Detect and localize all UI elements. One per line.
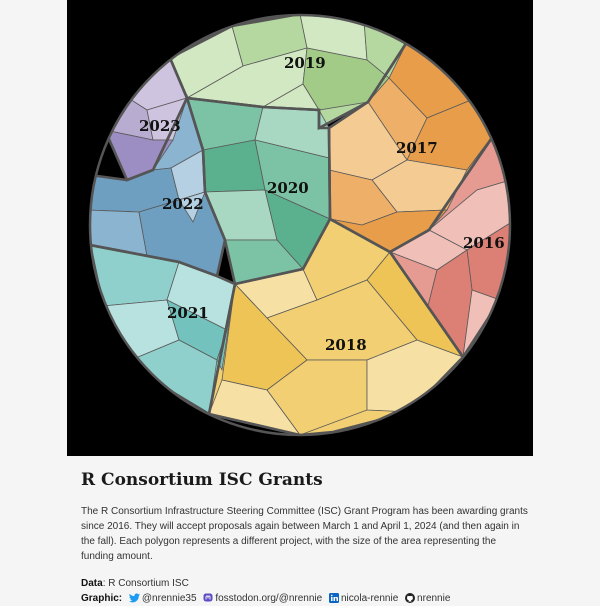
- github-icon: [405, 593, 416, 603]
- voronoi-cells: [90, 15, 510, 435]
- linkedin-icon: [329, 593, 339, 603]
- region-label-2021: 2021: [167, 304, 209, 322]
- caption: R Consortium ISC Grants The R Consortium…: [81, 470, 531, 606]
- region-label-2020: 2020: [267, 179, 309, 197]
- mastodon-handle: fosstodon.org/@nrennie: [215, 593, 323, 604]
- region-label-2016: 2016: [463, 234, 505, 252]
- data-source-label: Data: [81, 578, 103, 589]
- linkedin-handle: nicola-rennie: [341, 593, 399, 604]
- project-cell-2022-6: [178, 191, 206, 223]
- region-label-2017: 2017: [396, 139, 438, 157]
- graphic-credit-line: Graphic: @nrennie35 fosstodon.org/@nrenn…: [81, 591, 531, 606]
- voronoi-chart: 2019 2017 2023 2020 2022 2016 2021 2018: [88, 13, 512, 437]
- twitter-icon: [128, 593, 140, 603]
- chart-panel: 2019 2017 2023 2020 2022 2016 2021 2018: [67, 0, 533, 456]
- region-label-2019: 2019: [284, 54, 326, 72]
- github-handle: nrennie: [417, 593, 451, 604]
- twitter-handle: @nrennie35: [141, 593, 197, 604]
- mastodon-icon: [203, 593, 213, 602]
- region-label-2022: 2022: [162, 195, 204, 213]
- data-source-value: : R Consortium ISC: [102, 578, 189, 589]
- region-label-2018: 2018: [325, 336, 367, 354]
- data-source-line: Data: R Consortium ISC: [81, 576, 531, 591]
- region-label-2023: 2023: [139, 117, 181, 135]
- project-cell-2018-6: [266, 359, 368, 435]
- graphic-label: Graphic:: [81, 593, 123, 604]
- circle-border: [88, 13, 512, 437]
- caption-title: R Consortium ISC Grants: [81, 470, 323, 490]
- caption-description: The R Consortium Infrastructure Steering…: [81, 506, 528, 562]
